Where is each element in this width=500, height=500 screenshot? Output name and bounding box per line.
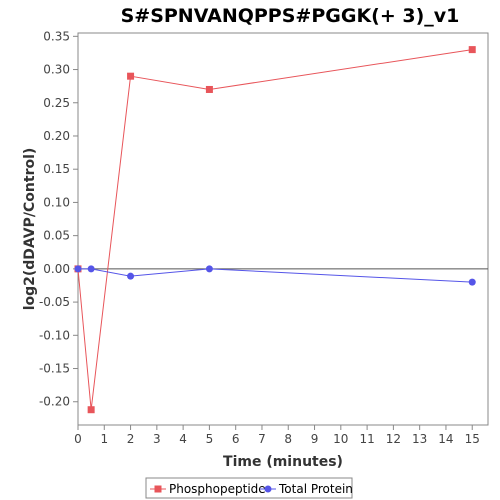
data-point — [205, 85, 213, 93]
x-tick-label: 13 — [412, 432, 427, 446]
y-tick-label: 0.25 — [43, 96, 70, 110]
data-point — [87, 406, 95, 414]
data-point — [468, 46, 476, 54]
data-point — [74, 265, 82, 273]
y-axis: -0.20 -0.15 -0.10 -0.05 0.00 0.05 0.10 0.15 0.20… — [39, 29, 78, 409]
legend: Phosphopeptide Total Protein — [145, 477, 353, 499]
y-tick-label: 0.15 — [43, 162, 70, 176]
y-axis-label: log2(dDAVP/Control) — [22, 148, 38, 311]
x-tick-label: 14 — [438, 432, 453, 446]
x-tick-label: 6 — [232, 432, 240, 446]
y-tick-label: -0.10 — [39, 328, 70, 342]
y-tick-label: 0.00 — [43, 262, 70, 276]
legend-label: Total Protein — [278, 482, 353, 496]
data-point — [127, 72, 135, 80]
x-tick-label: 8 — [284, 432, 292, 446]
x-tick-label: 10 — [333, 432, 348, 446]
chart-title: S#SPNVANQPPS#PGGK(+ 3)_v1 — [121, 5, 460, 27]
legend-label: Phosphopeptide — [169, 482, 266, 496]
y-tick-label: 0.05 — [43, 229, 70, 243]
x-tick-label: 15 — [465, 432, 480, 446]
y-tick-label: -0.05 — [39, 295, 70, 309]
y-tick-label: -0.20 — [39, 395, 70, 409]
x-tick-label: 7 — [258, 432, 266, 446]
x-tick-label: 4 — [179, 432, 187, 446]
x-tick-label: 12 — [386, 432, 401, 446]
y-tick-label: -0.15 — [39, 362, 70, 376]
legend-box — [145, 477, 353, 499]
y-tick-label: 0.35 — [43, 29, 70, 43]
x-tick-label: 11 — [359, 432, 374, 446]
legend-marker — [264, 485, 272, 493]
data-point — [468, 278, 476, 286]
x-tick-label: 0 — [74, 432, 82, 446]
data-point — [127, 272, 135, 280]
data-point — [87, 265, 95, 273]
series-layer — [74, 46, 476, 414]
x-tick-label: 1 — [100, 432, 108, 446]
x-axis: 0 1 2 3 4 5 6 7 8 9 10 11 12 13 14 15 — [74, 425, 480, 446]
data-point — [205, 265, 213, 273]
x-tick-label: 3 — [153, 432, 161, 446]
legend-marker — [154, 485, 162, 493]
x-tick-label: 2 — [127, 432, 135, 446]
plot-area — [77, 32, 489, 426]
y-tick-label: 0.20 — [43, 129, 70, 143]
x-tick-label: 9 — [311, 432, 319, 446]
x-tick-label: 5 — [206, 432, 214, 446]
x-axis-label: Time (minutes) — [223, 454, 343, 470]
y-tick-label: 0.30 — [43, 63, 70, 77]
y-tick-label: 0.10 — [43, 195, 70, 209]
